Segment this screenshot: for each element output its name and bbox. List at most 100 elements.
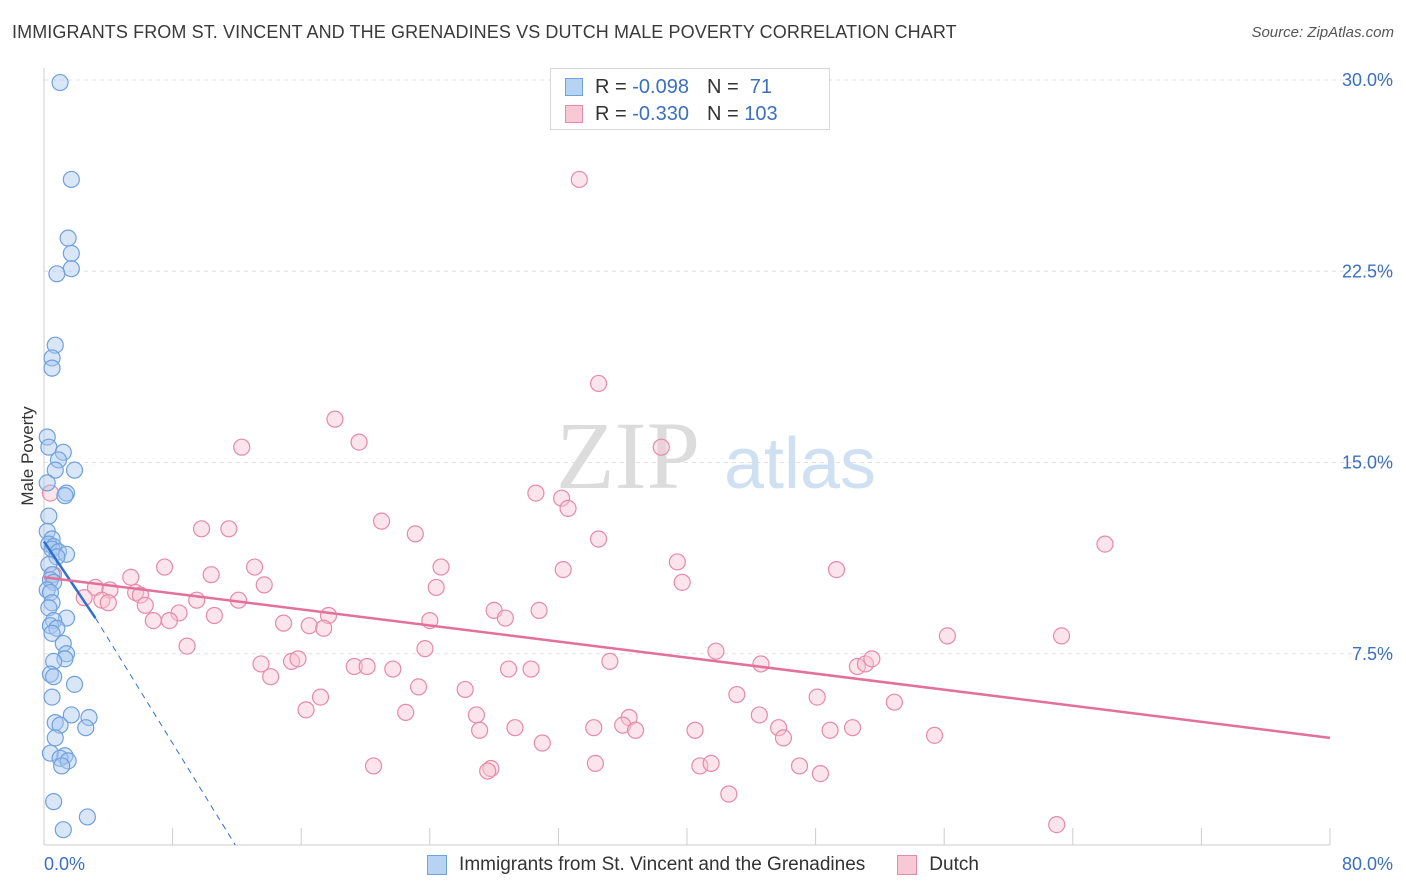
immigrants-point (49, 451, 68, 469)
immigrants-point (41, 744, 60, 762)
dutch-point (409, 678, 428, 696)
dutch-point (467, 706, 486, 724)
dutch-point (350, 433, 368, 451)
dutch-point (364, 757, 383, 775)
dutch-point (750, 706, 768, 724)
dutch-point (925, 726, 944, 744)
dutch-point (808, 688, 826, 706)
legend-n-value: 103 (744, 102, 778, 125)
dutch-point (702, 754, 720, 773)
immigrants-point (56, 747, 74, 765)
legend-r-value: -0.098 (632, 75, 689, 98)
dutch-point (155, 558, 174, 576)
immigrants-point (56, 487, 74, 505)
immigrants-point (56, 650, 74, 668)
immigrants-point (51, 73, 69, 92)
dutch-point (614, 716, 632, 734)
dutch-point (652, 438, 670, 456)
dutch-point (553, 489, 571, 507)
dutch-point (720, 785, 738, 803)
immigrants-points (38, 73, 98, 839)
legend-item-immigrants[interactable]: Immigrants from St. Vincent and the Gren… (427, 854, 865, 876)
series-legend: Immigrants from St. Vincent and the Gren… (0, 852, 1406, 878)
x-tick-label: 0.0% (44, 854, 85, 874)
dutch-point (255, 576, 273, 594)
dutch-point (585, 719, 603, 737)
dutch-point (178, 637, 196, 655)
dutch-point (274, 614, 293, 632)
dutch-point (479, 762, 497, 780)
immigrants-point (45, 652, 63, 671)
dutch-point (471, 721, 489, 739)
immigrants-point (78, 808, 97, 826)
dutch-point (589, 530, 608, 548)
dutch-point (496, 609, 514, 627)
dutch-point (843, 719, 862, 737)
immigrants-point (65, 675, 84, 693)
immigrants-point (48, 265, 66, 283)
dutch-point (728, 685, 746, 704)
immigrants-point (43, 624, 61, 642)
immigrants-point (62, 170, 80, 189)
dutch-point (252, 655, 270, 673)
immigrants-point (59, 229, 77, 247)
dutch-point (432, 558, 450, 576)
legend-label-immigrants: Immigrants from St. Vincent and the Gren… (459, 854, 866, 875)
dutch-point (233, 438, 251, 456)
dutch-point (136, 596, 154, 614)
legend-r-label: R = (595, 102, 633, 125)
dutch-point (673, 573, 691, 591)
legend-swatch-blue (427, 855, 448, 875)
x-tick-labels: 0.0% 80.0% (44, 854, 1393, 874)
dutch-point (527, 484, 545, 502)
dutch-point (326, 410, 344, 428)
dutch-point (522, 660, 540, 678)
source-label: Source: ZipAtlas.com (1251, 24, 1394, 41)
dutch-point (205, 606, 223, 625)
legend-n-label: N = (706, 102, 745, 125)
dutch-point (533, 734, 551, 752)
dutch-point (384, 660, 402, 678)
dutch-point (811, 764, 830, 783)
dutch-point (202, 566, 220, 584)
legend-swatch-blue (565, 78, 583, 96)
dutch-point (262, 668, 280, 686)
dutch-points (41, 170, 1114, 834)
immigrants-point (77, 719, 95, 737)
dutch-point (358, 657, 376, 676)
immigrants-trendline (95, 617, 236, 846)
immigrants-point (62, 244, 80, 262)
correlation-legend: R = -0.098 N = 71 R = -0.330 N = 103 (550, 68, 830, 130)
dutch-point (160, 611, 178, 630)
dutch-point (559, 499, 577, 517)
dutch-point (245, 558, 264, 576)
dutch-point (482, 759, 500, 778)
dutch-point (192, 520, 211, 538)
axes (43, 68, 1331, 846)
dutch-point (885, 693, 903, 711)
immigrants-point (46, 461, 64, 479)
immigrants-point (43, 349, 61, 367)
immigrants-point (53, 757, 71, 775)
watermark-zip: ZIP (556, 402, 700, 509)
dutch-point (586, 754, 604, 773)
dutch-trendline (43, 576, 1331, 740)
immigrants-point (46, 729, 64, 747)
y-tick-label: 15.0% (1342, 453, 1393, 473)
immigrants-point (46, 713, 64, 732)
dutch-point (570, 170, 588, 189)
immigrants-point (54, 821, 72, 839)
immigrants-point (57, 484, 76, 502)
dutch-point (1096, 535, 1114, 553)
legend-swatch-pink (565, 105, 583, 123)
dutch-point (372, 512, 391, 530)
dutch-point (821, 721, 839, 739)
y-tick-label: 7.5% (1352, 644, 1393, 664)
legend-item-dutch[interactable]: Dutch (897, 854, 979, 876)
immigrants-point (62, 706, 80, 724)
legend-n-value: 71 (744, 75, 773, 98)
immigrants-point (46, 336, 64, 354)
immigrants-point (62, 260, 80, 278)
immigrants-point (48, 619, 66, 637)
dutch-point (827, 560, 846, 579)
